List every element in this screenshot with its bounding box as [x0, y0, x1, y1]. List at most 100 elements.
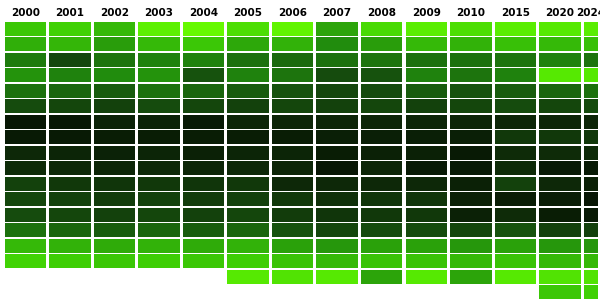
Bar	[227, 238, 269, 253]
Bar	[584, 52, 598, 67]
Bar	[361, 192, 403, 206]
Bar	[138, 130, 179, 145]
Bar	[5, 254, 46, 268]
Bar	[361, 254, 403, 268]
Bar	[272, 22, 313, 36]
Bar	[49, 37, 91, 52]
Bar	[5, 146, 46, 160]
Bar	[94, 223, 135, 238]
Bar	[5, 83, 46, 98]
Bar	[94, 238, 135, 253]
Bar	[227, 269, 269, 284]
Bar	[584, 115, 598, 129]
Bar	[49, 208, 91, 222]
Bar	[5, 208, 46, 222]
Bar	[138, 37, 179, 52]
Bar	[450, 52, 491, 67]
Bar	[5, 130, 46, 145]
Bar	[138, 115, 179, 129]
Bar	[5, 115, 46, 129]
Bar	[183, 176, 224, 191]
Bar	[450, 192, 491, 206]
Bar	[539, 68, 581, 83]
Bar	[539, 83, 581, 98]
Bar	[450, 130, 491, 145]
Bar	[183, 223, 224, 238]
Bar	[450, 176, 491, 191]
Bar	[183, 83, 224, 98]
Bar	[406, 37, 447, 52]
Bar	[49, 192, 91, 206]
Bar	[227, 37, 269, 52]
Bar	[316, 99, 358, 113]
Bar	[406, 208, 447, 222]
Bar	[94, 176, 135, 191]
Bar	[94, 208, 135, 222]
Bar	[450, 223, 491, 238]
Bar	[494, 130, 536, 145]
Bar	[406, 192, 447, 206]
Bar	[584, 68, 598, 83]
Bar	[183, 99, 224, 113]
Bar	[272, 115, 313, 129]
Bar	[450, 99, 491, 113]
Bar	[406, 68, 447, 83]
Bar	[49, 52, 91, 67]
Bar	[361, 238, 403, 253]
Bar	[272, 52, 313, 67]
Bar	[450, 254, 491, 268]
Bar	[584, 37, 598, 52]
Bar	[94, 99, 135, 113]
Bar	[49, 161, 91, 176]
Bar	[450, 146, 491, 160]
Bar	[406, 223, 447, 238]
Bar	[49, 115, 91, 129]
Bar	[49, 146, 91, 160]
Bar	[361, 146, 403, 160]
Bar	[494, 254, 536, 268]
Bar	[316, 83, 358, 98]
Bar	[5, 52, 46, 67]
Bar	[361, 115, 403, 129]
Bar	[539, 238, 581, 253]
Bar	[5, 161, 46, 176]
Bar	[406, 146, 447, 160]
Bar	[272, 99, 313, 113]
Bar	[94, 52, 135, 67]
Bar	[450, 269, 491, 284]
Bar	[94, 22, 135, 36]
Bar	[183, 192, 224, 206]
Bar	[49, 68, 91, 83]
Bar	[316, 192, 358, 206]
Bar	[450, 208, 491, 222]
Bar	[227, 254, 269, 268]
Bar	[361, 83, 403, 98]
Bar	[272, 192, 313, 206]
Bar	[584, 22, 598, 36]
Bar	[316, 130, 358, 145]
Bar	[406, 238, 447, 253]
Bar	[539, 115, 581, 129]
Bar	[227, 176, 269, 191]
Bar	[138, 52, 179, 67]
Bar	[584, 269, 598, 284]
Bar	[494, 161, 536, 176]
Bar	[138, 161, 179, 176]
Bar	[539, 208, 581, 222]
Bar	[138, 22, 179, 36]
Bar	[94, 83, 135, 98]
Bar	[49, 176, 91, 191]
Bar	[494, 208, 536, 222]
Bar	[584, 285, 598, 299]
Bar	[406, 254, 447, 268]
Bar	[227, 130, 269, 145]
Bar	[539, 161, 581, 176]
Bar	[5, 37, 46, 52]
Bar	[406, 22, 447, 36]
Bar	[316, 208, 358, 222]
Bar	[183, 254, 224, 268]
Bar	[539, 192, 581, 206]
Bar	[49, 99, 91, 113]
Bar	[539, 37, 581, 52]
Bar	[450, 68, 491, 83]
